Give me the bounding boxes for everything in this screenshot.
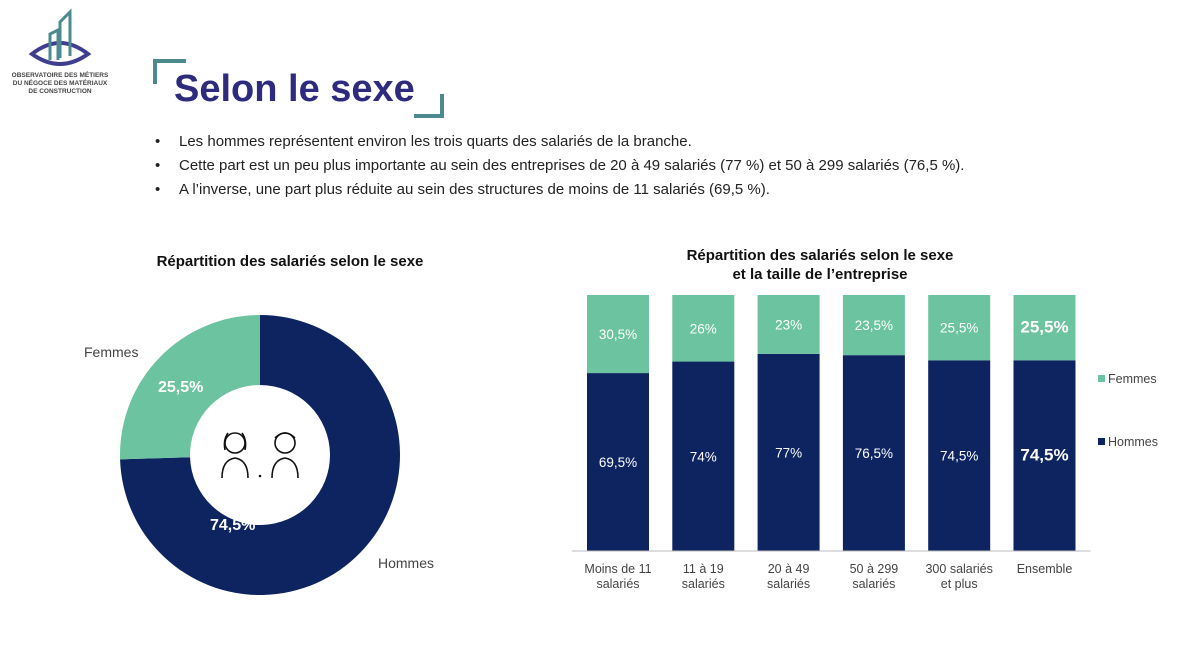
- x-tick-label: salariés: [852, 577, 895, 591]
- bar-label: 74,5%: [940, 449, 978, 464]
- bar-femmes: [1013, 295, 1076, 361]
- bar-femmes: [842, 295, 905, 356]
- bar-label: 25,5%: [1020, 318, 1068, 337]
- legend-label: Hommes: [1108, 435, 1158, 449]
- logo-text: OBSERVATOIRE DES MÉTIERS DU NÉGOCE DES M…: [10, 72, 110, 96]
- bullet-item: A l’inverse, une part plus réduite au se…: [155, 178, 964, 202]
- bar-label: 74,5%: [1020, 446, 1068, 465]
- x-tick-label: salariés: [767, 577, 810, 591]
- bar-label: 23,5%: [855, 318, 893, 333]
- bar-hommes: [587, 373, 649, 551]
- bullet-list: Les hommes représentent environ les troi…: [155, 130, 964, 202]
- women-men-icon: [221, 432, 299, 479]
- dot: [258, 474, 262, 478]
- bar-hommes: [1013, 360, 1076, 551]
- slice-name: Hommes: [378, 555, 434, 571]
- bar-label: 74%: [690, 449, 717, 464]
- logo-line: DE CONSTRUCTION: [28, 88, 92, 95]
- x-tick-label: 50 à 299: [850, 562, 899, 576]
- x-tick-label: Moins de 11: [584, 562, 651, 576]
- bar-hommes: [672, 361, 735, 551]
- donut-slice-femmes: [120, 315, 260, 460]
- title-bracket: [153, 59, 444, 118]
- x-tick-label: salariés: [596, 577, 639, 591]
- bar-femmes: [672, 295, 735, 362]
- bar-title-line: et la taille de l’entreprise: [732, 266, 908, 283]
- bar-hommes: [757, 353, 820, 551]
- bar-hommes: [842, 355, 905, 551]
- x-tick-label: 11 à 19: [683, 562, 724, 576]
- slice-name: Femmes: [84, 344, 138, 360]
- bar-femmes: [757, 295, 820, 354]
- logo-line: DU NÉGOCE DES MATÉRIAUX: [12, 80, 108, 87]
- page-title: Selon le sexe: [174, 68, 415, 110]
- legend-swatch: [1098, 375, 1105, 382]
- x-tick-label: salariés: [682, 577, 725, 591]
- bar-label: 26%: [690, 321, 717, 336]
- x-tick-label: et plus: [941, 577, 978, 591]
- bar-label: 77%: [775, 445, 802, 460]
- bar-femmes: [587, 295, 649, 374]
- legend-swatch: [1098, 438, 1105, 445]
- bar-label: 76,5%: [855, 446, 893, 461]
- x-tick-label: 300 salariés: [925, 562, 992, 576]
- donut-chart: 74,5% 25,5% Hommes Femmes: [84, 315, 434, 595]
- donut-title: Répartition des salariés selon le sexe: [156, 253, 424, 270]
- bar-label: 23%: [775, 317, 802, 332]
- bar-label: 69,5%: [599, 455, 637, 470]
- slice-label: 74,5%: [210, 517, 255, 534]
- bar-chart-title: Répartition des salariés selon le sexe e…: [560, 246, 1080, 284]
- legend-label: Femmes: [1108, 372, 1157, 386]
- donut-slice-hommes: [120, 315, 400, 595]
- logo-line: OBSERVATOIRE DES MÉTIERS: [11, 72, 109, 79]
- logo-icon: [28, 8, 92, 66]
- bullet-item: Cette part est un peu plus importante au…: [155, 154, 964, 178]
- bar-title-line: Répartition des salariés selon le sexe: [686, 247, 954, 264]
- bar-femmes: [928, 295, 991, 361]
- slice-label: 25,5%: [158, 379, 203, 396]
- bar-label: 30,5%: [599, 327, 637, 342]
- x-tick-label: 20 à 49: [768, 562, 810, 576]
- bullet-item: Les hommes représentent environ les troi…: [155, 130, 964, 154]
- bar-hommes: [928, 360, 991, 551]
- x-tick-label: Ensemble: [1017, 562, 1073, 576]
- bar-label: 25,5%: [940, 321, 978, 336]
